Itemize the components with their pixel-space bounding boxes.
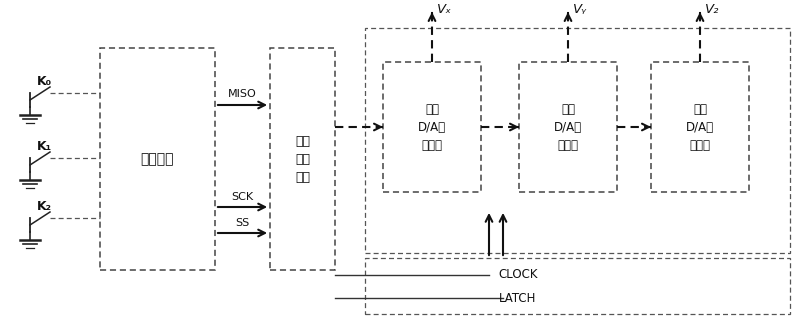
Bar (270, 48, 335, 270)
Text: D/A转: D/A转 (686, 120, 714, 134)
Text: 电路: 电路 (295, 171, 310, 184)
Text: 换电路: 换电路 (558, 138, 578, 151)
Bar (383, 62, 481, 192)
Text: K₂: K₂ (37, 200, 51, 213)
Text: K₁: K₁ (37, 139, 51, 153)
Text: 第一: 第一 (425, 102, 439, 116)
Text: SS: SS (235, 218, 250, 228)
Bar (100, 48, 215, 270)
Bar (519, 62, 617, 192)
Text: 第二: 第二 (561, 102, 575, 116)
Text: 隔离: 隔离 (295, 153, 310, 166)
Text: 微控制器: 微控制器 (141, 152, 174, 166)
Text: MISO: MISO (228, 89, 257, 99)
Text: D/A转: D/A转 (554, 120, 582, 134)
Text: CLOCK: CLOCK (498, 268, 538, 281)
Text: SCK: SCK (231, 192, 254, 202)
Text: V₂: V₂ (705, 3, 719, 15)
Bar (365, 258, 790, 314)
Text: D/A转: D/A转 (418, 120, 446, 134)
Text: 换电路: 换电路 (690, 138, 710, 151)
Bar (365, 28, 790, 253)
Text: Vᵧ: Vᵧ (573, 3, 587, 15)
Text: LATCH: LATCH (499, 292, 537, 305)
Bar (651, 62, 749, 192)
Text: 换电路: 换电路 (422, 138, 442, 151)
Text: 信号: 信号 (295, 135, 310, 147)
Text: Vₓ: Vₓ (437, 3, 451, 15)
Text: K₀: K₀ (37, 74, 51, 88)
Text: 第三: 第三 (693, 102, 707, 116)
